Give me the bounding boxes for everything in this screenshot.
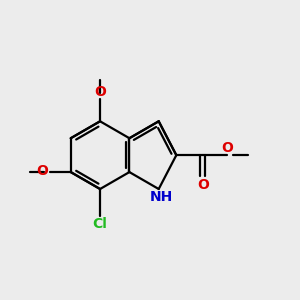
Text: O: O	[197, 178, 209, 192]
Text: Cl: Cl	[93, 217, 107, 231]
Text: NH: NH	[150, 190, 173, 204]
Text: O: O	[94, 85, 106, 99]
Text: O: O	[36, 164, 48, 178]
Text: O: O	[222, 141, 233, 154]
